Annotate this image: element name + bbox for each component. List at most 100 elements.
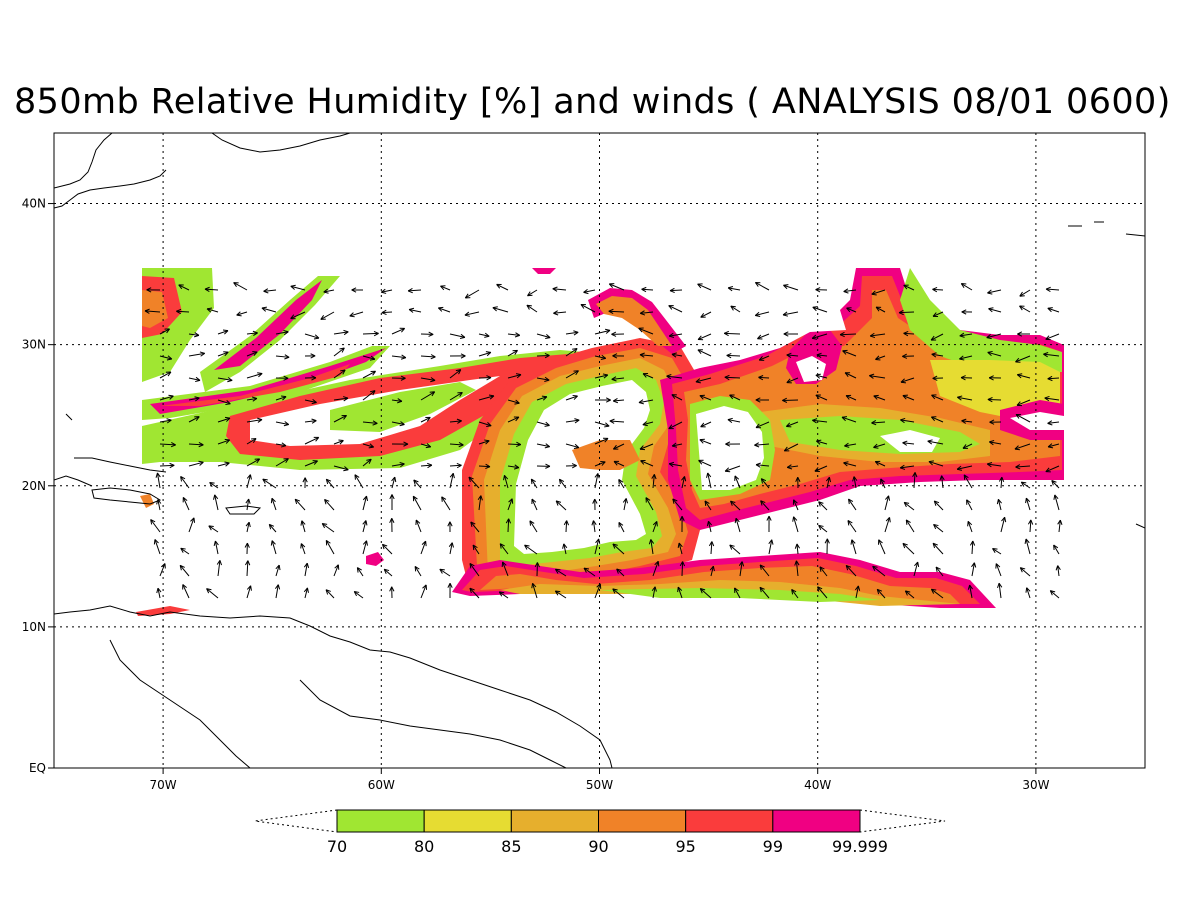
wind-arrow — [960, 375, 973, 381]
wind-arrow — [290, 284, 306, 291]
wind-arrow — [618, 479, 625, 489]
wind-arrow — [848, 498, 857, 511]
wind-arrow — [420, 331, 434, 337]
lat-tick-label: 40N — [22, 197, 46, 211]
colorbar-left-extension — [254, 809, 338, 833]
wind-arrow — [391, 441, 409, 447]
wind-arrow — [437, 306, 451, 313]
wind-arrow — [441, 496, 451, 511]
wind-arrow — [1045, 333, 1060, 341]
wind-arrow — [845, 394, 857, 401]
wind-arrow — [478, 439, 490, 445]
wind-arrow — [969, 540, 976, 555]
wind-arrow — [449, 333, 466, 339]
wind-arrow — [391, 398, 403, 404]
colorbar-right-extension — [859, 809, 946, 833]
wind-arrow — [706, 520, 712, 533]
wind-arrow — [470, 521, 480, 533]
wind-arrow — [469, 563, 480, 577]
wind-arrow — [275, 458, 289, 467]
wind-arrow — [639, 352, 654, 358]
lat-tick-label: 20N — [22, 479, 46, 493]
wind-arrow — [362, 390, 376, 401]
wind-arrow — [814, 465, 828, 472]
wind-arrow — [536, 443, 550, 449]
wind-arrow — [671, 442, 683, 448]
wind-arrow — [1047, 307, 1060, 313]
coastlines — [54, 133, 1145, 768]
wind-arrow — [246, 351, 258, 357]
wind-arrow — [294, 498, 306, 511]
wind-arrow — [903, 331, 915, 337]
humidity-patch-north — [532, 268, 556, 274]
wind-arrow — [206, 588, 219, 599]
colorbar-swatch-0 — [336, 809, 425, 833]
wind-arrow — [420, 443, 432, 449]
wind-arrow — [529, 520, 538, 533]
wind-arrow — [651, 586, 657, 599]
lon-tick-label: 60W — [368, 778, 395, 792]
colorbar-level-label: 90 — [588, 837, 608, 856]
wind-arrow — [498, 591, 509, 599]
wind-arrow — [246, 417, 263, 423]
wind-arrow — [681, 476, 687, 489]
wind-arrow — [304, 436, 320, 445]
wind-arrow — [794, 543, 801, 555]
humidity-patch-hispaniola — [140, 494, 154, 508]
wind-arrow — [536, 421, 550, 427]
wind-arrow — [992, 548, 1002, 555]
wind-arrow — [706, 472, 712, 489]
coastline-canada — [211, 133, 351, 153]
wind-arrow — [668, 332, 683, 338]
wind-arrow — [844, 442, 857, 448]
wind-arrow — [362, 443, 374, 449]
wind-arrow — [817, 586, 828, 599]
wind-arrow — [236, 311, 248, 317]
wind-arrow — [245, 521, 251, 533]
wind-arrow — [961, 309, 973, 315]
wind-arrow — [565, 394, 578, 401]
colorbar-level-label: 99 — [763, 837, 783, 856]
wind-arrow — [156, 587, 162, 599]
wind-arrow — [213, 540, 219, 555]
wind-arrow — [159, 371, 172, 379]
wind-arrow — [666, 374, 683, 380]
wind-arrow — [1053, 494, 1060, 511]
wind-arrow — [554, 568, 567, 577]
wind-arrow — [275, 442, 287, 448]
wind-arrow — [986, 462, 1002, 468]
wind-arrow — [420, 584, 428, 599]
wind-arrow — [505, 518, 512, 533]
latitude-labels: EQ 10N 20N 30N 40N — [22, 197, 54, 775]
wind-arrow — [246, 438, 257, 445]
wind-arrow — [208, 525, 219, 533]
wind-arrow — [420, 391, 436, 401]
wind-arrow — [1019, 289, 1031, 297]
wind-arrow — [300, 543, 306, 555]
wind-arrow — [782, 397, 799, 403]
wind-arrow — [381, 309, 393, 316]
wind-arrow — [217, 351, 229, 357]
wind-arrow — [612, 398, 625, 404]
wind-arrow — [725, 441, 741, 447]
wind-arrow — [1025, 587, 1031, 599]
wind-arrow — [290, 311, 306, 320]
wind-arrow — [206, 307, 219, 313]
wind-arrow — [594, 328, 611, 335]
wind-arrow — [188, 441, 204, 448]
wind-arrow — [758, 355, 770, 361]
wind-arrow — [638, 399, 654, 405]
wind-arrow — [594, 354, 607, 360]
wind-arrow — [325, 478, 335, 489]
wind-arrow — [563, 520, 570, 533]
wind-arrow — [842, 349, 857, 357]
chart-title: 850mb Relative Humidity [%] and winds ( … — [14, 82, 1171, 122]
wind-arrow — [159, 462, 175, 469]
wind-arrow — [967, 520, 973, 533]
wind-arrow — [933, 500, 944, 511]
wind-arrow — [159, 442, 176, 448]
wind-arrow — [672, 498, 683, 511]
wind-arrow — [679, 516, 685, 533]
wind-arrow — [478, 332, 490, 338]
wind-arrow — [1045, 286, 1060, 292]
